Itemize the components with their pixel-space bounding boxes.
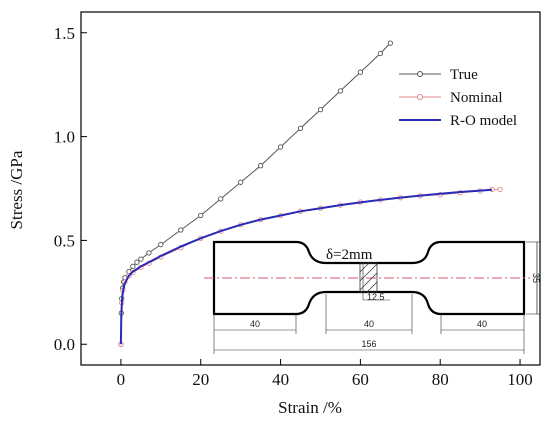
hatch-line <box>359 262 370 273</box>
data-point-true <box>218 196 224 202</box>
data-point-true <box>130 263 136 270</box>
series-layer <box>118 40 503 347</box>
data-point-true <box>134 259 140 265</box>
legend: True Nominal R-O model <box>399 67 517 129</box>
x-axis-label: Strain /% <box>278 398 342 417</box>
data-point-true <box>238 179 244 185</box>
dim-label-grip-right: 40 <box>477 319 487 329</box>
plot-area-frame <box>80 11 541 366</box>
specimen-inset-drawing: δ=2mm 35 12.5 40 40 40 156 <box>204 240 541 354</box>
dim-label-gauge-width: 12.5 <box>367 292 385 302</box>
y-axis-label: Stress /GPa <box>7 150 26 229</box>
data-point-true <box>337 88 344 94</box>
thickness-label: δ=2mm <box>326 247 373 263</box>
x-tick-label: 60 <box>352 370 369 389</box>
data-point-true <box>146 250 152 256</box>
y-axis-ticks: 0.0 0.5 1.0 1.5 <box>54 24 87 354</box>
data-point-true <box>387 40 393 46</box>
data-point-true <box>317 106 324 113</box>
legend-label-true: True <box>450 67 478 83</box>
legend-marker-true <box>417 71 423 77</box>
x-tick-label: 20 <box>192 370 209 389</box>
x-tick-label: 0 <box>117 370 126 389</box>
y-tick-label: 0.5 <box>54 231 75 250</box>
data-point-true <box>257 163 264 169</box>
x-tick-label: 100 <box>507 370 533 389</box>
dim-label-gauge-length: 40 <box>364 319 374 329</box>
x-tick-label: 80 <box>432 370 449 389</box>
data-point-true <box>377 50 383 57</box>
series-line-r-o-model <box>119 188 493 345</box>
data-point-true <box>158 241 164 248</box>
dim-label-total: 156 <box>361 339 376 349</box>
hatch-line <box>366 281 378 293</box>
data-point-true <box>198 212 204 219</box>
dim-label-grip-left: 40 <box>250 319 260 329</box>
data-point-true <box>357 69 364 75</box>
y-tick-label: 0.0 <box>54 335 75 354</box>
y-tick-label: 1.0 <box>54 128 75 147</box>
dim-label-width: 35 <box>531 273 541 283</box>
data-point-true <box>277 144 284 150</box>
x-tick-label: 40 <box>272 370 289 389</box>
data-point-true <box>178 227 184 233</box>
legend-marker-nominal <box>417 94 423 100</box>
legend-label-nominal: Nominal <box>450 90 503 106</box>
data-point-true <box>138 256 144 262</box>
legend-label-ro-model: R-O model <box>450 113 517 129</box>
gauge-hatch-region <box>359 262 378 293</box>
data-point-true <box>297 125 304 131</box>
x-axis-ticks: 0 20 40 60 80 100 <box>117 359 533 389</box>
data-point-nominal <box>497 186 503 193</box>
y-tick-label: 1.5 <box>54 24 75 43</box>
